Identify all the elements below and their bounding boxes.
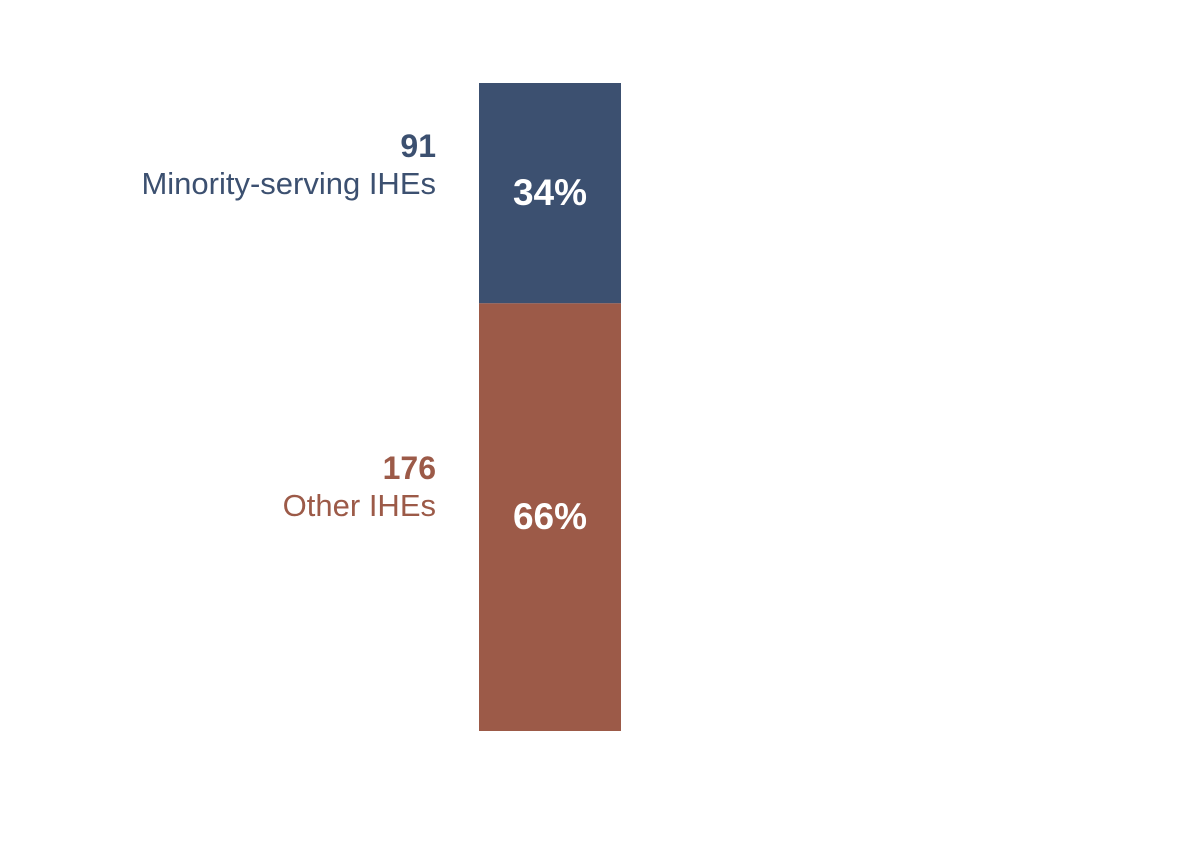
minority-serving-count: 91 — [400, 128, 436, 165]
other-ihes-segment — [479, 303, 621, 731]
other-ihes-name: Other IHEs — [282, 488, 436, 524]
minority-serving-label: 91 Minority-serving IHEs — [141, 127, 436, 203]
minority-serving-name: Minority-serving IHEs — [141, 166, 436, 202]
other-ihes-count: 176 — [382, 450, 436, 487]
minority-serving-segment — [479, 83, 621, 304]
other-ihes-label: 176 Other IHEs — [283, 449, 436, 525]
other-ihes-percent-label: 66% — [512, 496, 588, 538]
minority-serving-percent-label: 34% — [512, 172, 588, 214]
